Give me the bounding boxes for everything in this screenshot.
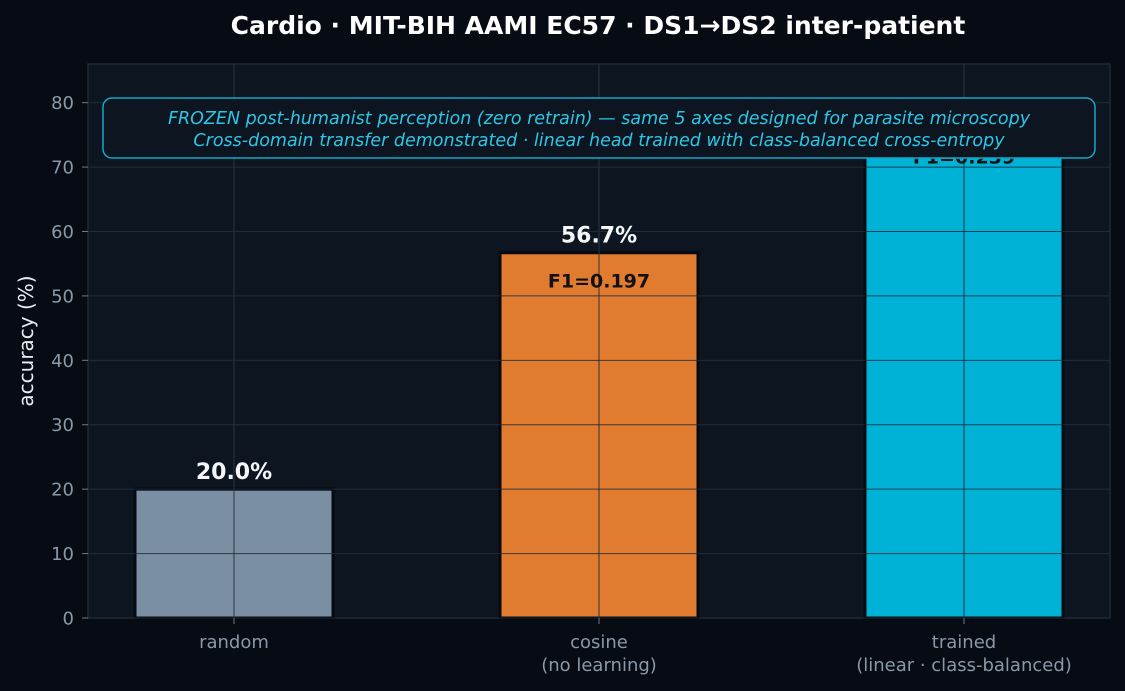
value-label: 56.7%	[561, 224, 637, 249]
y-tick-label: 60	[51, 222, 74, 243]
y-axis-label: accuracy (%)	[14, 275, 38, 406]
y-tick-label: 80	[51, 93, 74, 114]
annotation-line-2: Cross-domain transfer demonstrated · lin…	[193, 131, 1005, 151]
x-tick-label-line-2: (no learning)	[541, 655, 657, 676]
x-tick-label: trained	[932, 632, 996, 653]
x-tick-label-line-2: (linear · class-balanced)	[856, 655, 1072, 676]
y-tick-label: 10	[51, 544, 74, 565]
chart-title: Cardio · MIT-BIH AAMI EC57 · DS1→DS2 int…	[231, 11, 966, 40]
axis-layer: 0 10 20 30 40 50 60 70 80 random cosine(no learnin…	[51, 93, 1072, 676]
annotation-line-1: FROZEN post-humanist perception (zero re…	[168, 109, 1031, 129]
y-tick-label: 0	[63, 609, 74, 630]
annotation-box: FROZEN post-humanist perception (zero re…	[102, 97, 1096, 159]
annotation-frame	[102, 97, 1096, 159]
y-tick-label: 70	[51, 158, 74, 179]
x-tick-label: cosine	[570, 632, 628, 653]
y-tick-label: 20	[51, 480, 74, 501]
y-tick-label: 50	[51, 286, 74, 307]
value-label: 20.0%	[196, 460, 272, 485]
y-tick-label: 30	[51, 415, 74, 436]
f1-label: F1=0.197	[548, 271, 650, 293]
y-tick-label: 40	[51, 351, 74, 372]
x-tick-label: random	[199, 632, 269, 653]
